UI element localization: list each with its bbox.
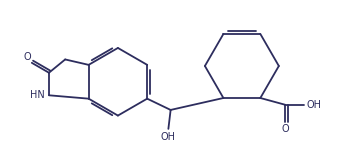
Text: O: O — [23, 52, 31, 62]
Text: OH: OH — [307, 100, 322, 110]
Text: O: O — [281, 124, 289, 134]
Text: HN: HN — [30, 90, 45, 100]
Text: OH: OH — [161, 132, 176, 142]
